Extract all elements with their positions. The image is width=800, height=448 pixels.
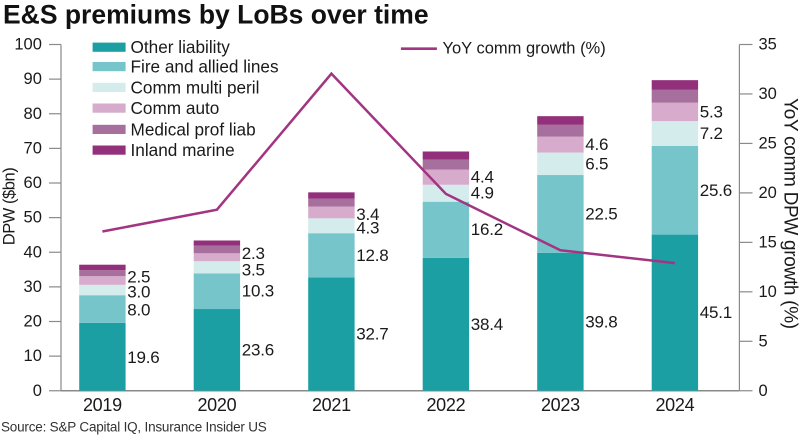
svg-text:E&S premiums by LoBs over time: E&S premiums by LoBs over time (3, 0, 429, 30)
svg-text:60: 60 (24, 174, 42, 192)
svg-text:10: 10 (24, 347, 42, 365)
svg-text:20: 20 (24, 313, 42, 331)
svg-text:4.3: 4.3 (356, 218, 379, 237)
svg-text:20: 20 (759, 184, 777, 202)
svg-text:0: 0 (759, 382, 768, 400)
svg-text:Comm auto: Comm auto (131, 98, 220, 118)
svg-text:4.9: 4.9 (471, 184, 494, 203)
svg-text:0: 0 (33, 382, 42, 400)
svg-text:5: 5 (759, 332, 768, 350)
svg-text:23.6: 23.6 (242, 340, 274, 359)
svg-text:15: 15 (759, 233, 777, 251)
svg-text:2.3: 2.3 (242, 244, 265, 263)
svg-text:35: 35 (759, 36, 777, 54)
svg-text:45.1: 45.1 (700, 303, 732, 322)
svg-text:YoY comm DPW growth (%): YoY comm DPW growth (%) (780, 98, 800, 329)
svg-text:12.8: 12.8 (356, 246, 388, 265)
svg-text:30: 30 (24, 278, 42, 296)
svg-text:10: 10 (759, 283, 777, 301)
svg-text:Source: S&P Capital IQ, Insura: Source: S&P Capital IQ, Insurance Inside… (1, 419, 267, 434)
svg-text:6.5: 6.5 (585, 154, 608, 173)
svg-text:50: 50 (24, 209, 42, 227)
svg-text:7.2: 7.2 (700, 124, 723, 143)
svg-text:30: 30 (759, 85, 777, 103)
svg-text:2020: 2020 (197, 395, 236, 415)
svg-text:10.3: 10.3 (242, 282, 274, 301)
svg-text:Inland marine: Inland marine (131, 140, 235, 160)
svg-text:3.0: 3.0 (127, 283, 150, 302)
svg-text:2022: 2022 (426, 395, 465, 415)
svg-text:2024: 2024 (655, 395, 694, 415)
svg-text:YoY comm growth (%): YoY comm growth (%) (443, 40, 606, 58)
svg-text:25: 25 (759, 134, 777, 152)
svg-text:2.5: 2.5 (127, 268, 150, 287)
svg-text:80: 80 (24, 105, 42, 123)
svg-text:2023: 2023 (541, 395, 580, 415)
svg-text:DPW ($bn): DPW ($bn) (1, 168, 19, 246)
svg-text:3.4: 3.4 (356, 205, 379, 224)
svg-text:Fire and allied lines: Fire and allied lines (131, 57, 279, 77)
svg-text:Comm multi peril: Comm multi peril (131, 77, 260, 97)
svg-text:3.5: 3.5 (242, 261, 265, 280)
svg-text:Other liability: Other liability (131, 37, 231, 57)
svg-text:100: 100 (14, 36, 42, 54)
svg-text:16.2: 16.2 (471, 220, 503, 239)
svg-text:19.6: 19.6 (127, 348, 159, 367)
svg-text:2019: 2019 (83, 395, 122, 415)
svg-text:5.3: 5.3 (700, 102, 723, 121)
svg-text:25.6: 25.6 (700, 181, 732, 200)
svg-text:39.8: 39.8 (585, 312, 617, 331)
svg-text:22.5: 22.5 (585, 204, 617, 223)
svg-text:38.4: 38.4 (471, 315, 503, 334)
svg-text:2021: 2021 (312, 395, 351, 415)
svg-text:70: 70 (24, 139, 42, 157)
svg-text:Medical prof liab: Medical prof liab (131, 119, 256, 139)
svg-text:40: 40 (24, 243, 42, 261)
svg-text:8.0: 8.0 (127, 301, 150, 320)
svg-text:32.7: 32.7 (356, 325, 388, 344)
svg-text:4.6: 4.6 (585, 135, 608, 154)
svg-text:4.4: 4.4 (471, 168, 494, 187)
svg-text:90: 90 (24, 70, 42, 88)
